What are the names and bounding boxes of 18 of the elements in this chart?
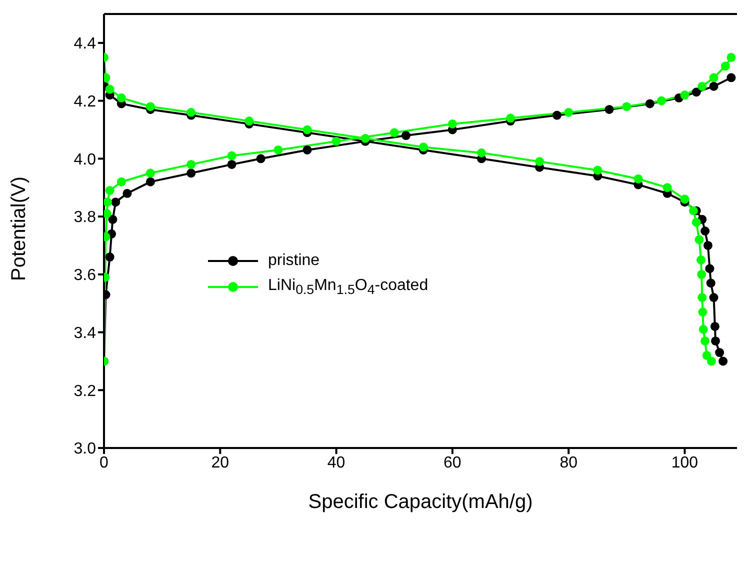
y-tick-label: 3.8 (74, 209, 96, 226)
x-tick-label: 0 (100, 454, 109, 472)
legend-label: pristine (268, 252, 320, 270)
y-tick-label: 4.4 (74, 36, 96, 53)
x-tick-label: 20 (211, 454, 230, 472)
x-tick-label: 60 (444, 454, 462, 472)
x-tick-label: 80 (560, 454, 578, 472)
y-tick-label: 3.0 (74, 440, 96, 458)
x-tick-label: 100 (671, 454, 698, 472)
y-axis-title: Potential(V) (8, 176, 30, 281)
x-tick-label: 40 (327, 454, 346, 472)
y-tick-label: 4.0 (74, 151, 96, 168)
y-tick-label: 3.6 (74, 267, 96, 284)
legend-label: LiNi$_{0.5}$Mn$_{1.5}$O$_{4}$-coated (268, 276, 428, 298)
y-tick-label: 4.2 (74, 93, 96, 110)
y-tick-label: 3.4 (74, 324, 96, 342)
y-tick-label: 3.2 (74, 382, 96, 400)
x-axis-title: Specific Capacity(mAh/g) (308, 491, 533, 513)
